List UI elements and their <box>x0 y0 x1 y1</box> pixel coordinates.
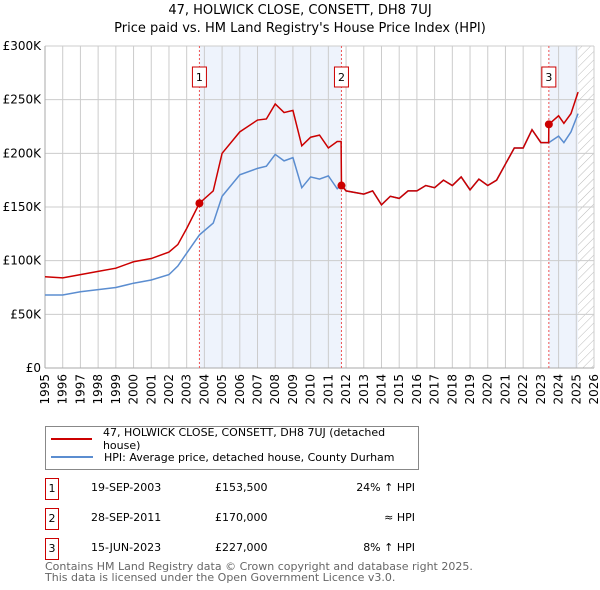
chart-title: 47, HOLWICK CLOSE, CONSETT, DH8 7UJ <box>168 3 432 18</box>
y-tick-label: £100K <box>3 254 43 268</box>
chart-subtitle: Price paid vs. HM Land Registry's House … <box>114 21 486 36</box>
x-tick-label: 2008 <box>268 374 282 405</box>
x-tick-label: 2026 <box>587 374 600 405</box>
x-tick-label: 2006 <box>233 374 247 405</box>
sale-label-box <box>191 66 207 88</box>
x-tick-label: 2017 <box>428 374 442 405</box>
price-paid-line <box>44 91 579 279</box>
x-tick-label: 1998 <box>91 374 105 405</box>
x-tick-label: 2015 <box>392 374 406 405</box>
x-tick-label: 2016 <box>410 374 424 405</box>
x-tick-label: 2003 <box>180 374 194 405</box>
legend-label: 47, HOLWICK CLOSE, CONSETT, DH8 7UJ (det… <box>102 426 386 452</box>
x-tick-label: 2013 <box>357 374 371 405</box>
sale-hpi: 24% ↑ HPI <box>356 481 415 494</box>
x-tick-label: 2005 <box>215 374 229 405</box>
sale-date: 15-JUN-2023 <box>91 541 162 554</box>
x-tick-label: 2007 <box>251 374 265 405</box>
footer-licence: This data is licensed under the Open Gov… <box>45 571 396 584</box>
x-tick-label: 2004 <box>197 374 211 405</box>
x-tick-label: 2025 <box>569 374 583 405</box>
x-tick-label: 1997 <box>73 374 87 405</box>
sale-label-box <box>541 66 557 88</box>
sale-marker-number: 1 <box>45 478 59 500</box>
legend-label: HPI: Average price, detached house, Coun… <box>104 450 395 464</box>
sale-point <box>544 120 553 129</box>
sale-label: 3 <box>545 71 552 84</box>
legend-swatch-blue <box>51 456 93 458</box>
sale-point <box>337 181 346 190</box>
sale-date: 28-SEP-2011 <box>91 511 162 524</box>
sale-label: 1 <box>196 71 203 84</box>
x-tick-label: 1999 <box>109 374 123 405</box>
legend-item-hpi: HPI: Average price, detached house, Coun… <box>51 449 395 465</box>
sale-label: 2 <box>338 71 345 84</box>
y-tick-label: £200K <box>3 146 43 160</box>
x-tick-label: 2001 <box>144 374 158 405</box>
x-tick-label: 2009 <box>286 374 300 405</box>
y-tick-label: £150K <box>3 200 43 214</box>
x-tick-label: 2012 <box>339 374 353 405</box>
sale-label-box <box>333 66 349 88</box>
x-tick-label: 2002 <box>162 374 176 405</box>
legend-item-property: 47, HOLWICK CLOSE, CONSETT, DH8 7UJ (det… <box>51 426 418 452</box>
x-tick-label: 2011 <box>321 374 335 405</box>
sale-price: £170,000 <box>215 511 268 524</box>
x-tick-label: 2022 <box>516 374 530 405</box>
x-tick-label: 1996 <box>56 374 70 405</box>
sale-price: £227,000 <box>215 541 268 554</box>
footer-copyright: Contains HM Land Registry data © Crown c… <box>45 560 473 573</box>
legend-swatch-red <box>51 438 92 440</box>
sale-price: £153,500 <box>215 481 268 494</box>
y-tick-label: £300K <box>3 39 43 53</box>
sale-marker-number: 3 <box>45 538 59 560</box>
x-tick-label: 2024 <box>552 374 566 405</box>
sale-marker-number: 2 <box>45 508 59 530</box>
sale-hpi: ≈ HPI <box>384 511 415 524</box>
y-tick-label: £0 <box>26 361 41 375</box>
x-tick-label: 2000 <box>127 374 141 405</box>
x-tick-label: 2010 <box>304 374 318 405</box>
sale-point <box>195 199 204 208</box>
y-tick-label: £50K <box>10 307 42 321</box>
x-tick-label: 2014 <box>374 374 388 405</box>
x-tick-label: 2019 <box>463 374 477 405</box>
legend: 47, HOLWICK CLOSE, CONSETT, DH8 7UJ (det… <box>45 426 419 470</box>
x-tick-label: 2023 <box>534 374 548 405</box>
x-tick-label: 1995 <box>38 374 52 405</box>
sale-date: 19-SEP-2003 <box>91 481 162 494</box>
x-tick-label: 2020 <box>481 374 495 405</box>
x-tick-label: 2018 <box>445 374 459 405</box>
sale-hpi: 8% ↑ HPI <box>363 541 415 554</box>
x-tick-label: 2021 <box>498 374 512 405</box>
y-tick-label: £250K <box>3 93 43 107</box>
